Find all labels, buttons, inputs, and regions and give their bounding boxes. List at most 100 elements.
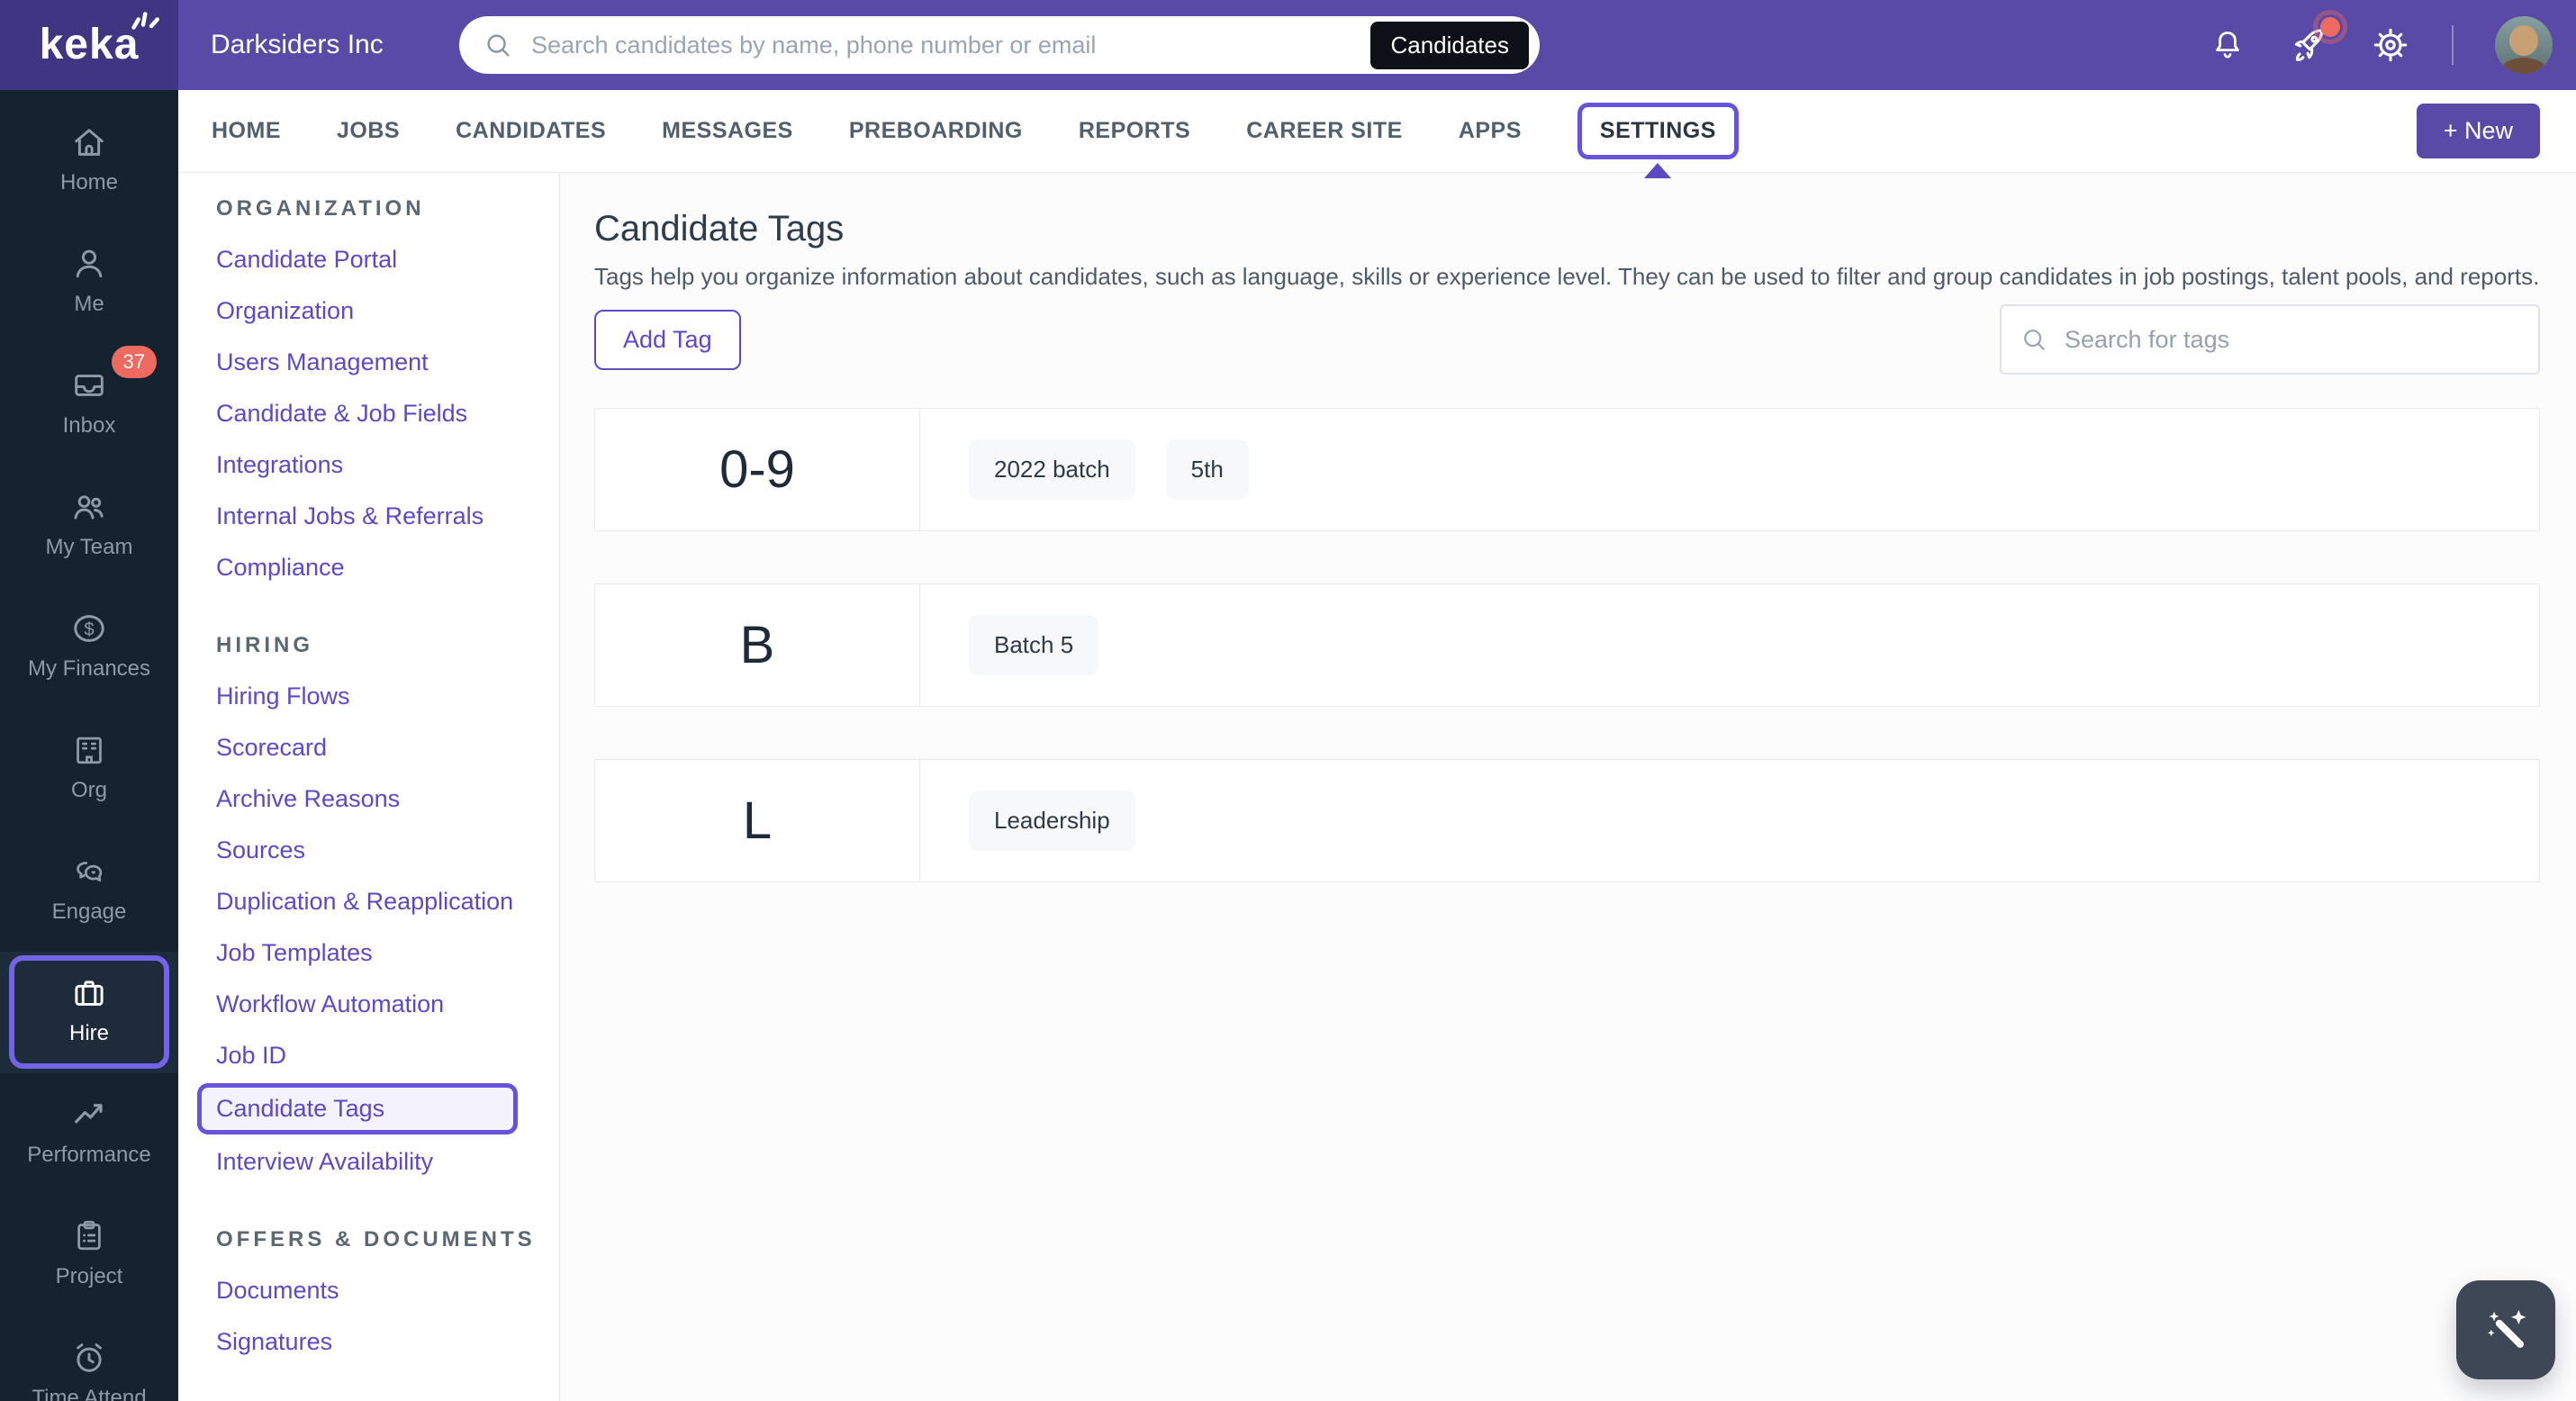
tag-chip[interactable]: 2022 batch — [969, 439, 1135, 500]
inbox-count-badge: 37 — [111, 346, 157, 378]
tag-group-row: 0-9 2022 batch 5th — [594, 408, 2540, 531]
subnav-item-candidate-portal[interactable]: Candidate Portal — [216, 246, 398, 273]
user-avatar[interactable] — [2495, 16, 2553, 74]
sidebar-item-label: Home — [59, 170, 119, 194]
tab-label: MESSAGES — [662, 118, 793, 143]
subnav-item-duplication-reapplication[interactable]: Duplication & Reapplication — [216, 888, 514, 915]
tab-label: APPS — [1458, 118, 1522, 143]
sidebar-item-project[interactable]: Project — [0, 1195, 178, 1316]
subnav-item-integrations[interactable]: Integrations — [216, 451, 344, 478]
company-name: Darksiders Inc — [211, 30, 384, 59]
group-letter: B — [595, 584, 920, 706]
global-search[interactable]: Candidates — [459, 16, 1540, 74]
group-tag-list: Batch 5 — [920, 584, 2539, 706]
tab-career-site[interactable]: CAREER SITE — [1246, 118, 1403, 144]
subnav-item-candidate-job-fields[interactable]: Candidate & Job Fields — [216, 400, 468, 427]
subnav-item-interview-availability[interactable]: Interview Availability — [216, 1148, 434, 1175]
header-actions — [2209, 0, 2553, 90]
tab-settings[interactable]: SETTINGS — [1577, 103, 1739, 159]
page-description: Tags help you organize information about… — [594, 263, 2540, 290]
subnav-section-heading: HIRING — [216, 633, 313, 657]
sidebar-item-my-finances[interactable]: $ My Finances — [0, 587, 178, 709]
tab-candidates[interactable]: CANDIDATES — [456, 118, 606, 144]
magic-wand-icon — [2487, 1309, 2526, 1348]
subnav-item-documents[interactable]: Documents — [216, 1277, 339, 1304]
subnav-item-candidate-tags[interactable]: Candidate Tags — [197, 1083, 518, 1134]
subnav-section-heading: OFFERS & DOCUMENTS — [216, 1227, 536, 1252]
tags-toolbar: Add Tag — [594, 304, 2540, 375]
subnav-item-sources[interactable]: Sources — [216, 836, 306, 863]
subnav-item-scorecard[interactable]: Scorecard — [216, 734, 328, 761]
tab-messages[interactable]: MESSAGES — [662, 118, 793, 144]
sidebar-item-hire[interactable]: Hire — [0, 952, 178, 1073]
rocket-icon[interactable] — [2288, 10, 2347, 66]
sidebar-item-label: Time Attend — [32, 1386, 147, 1401]
team-icon — [69, 487, 109, 527]
home-icon — [69, 122, 109, 162]
project-icon — [69, 1216, 109, 1256]
sidebar-item-performance[interactable]: Performance — [0, 1073, 178, 1195]
subnav-item-compliance[interactable]: Compliance — [216, 554, 345, 581]
sidebar-item-label: Performance — [27, 1143, 151, 1167]
search-scope-selector[interactable]: Candidates — [1370, 21, 1529, 69]
sidebar-item-label: Project — [55, 1264, 123, 1288]
subnav-item-signatures[interactable]: Signatures — [216, 1328, 333, 1355]
time-icon — [69, 1338, 109, 1378]
tab-label: HOME — [212, 118, 281, 143]
subnav-item-users-management[interactable]: Users Management — [216, 348, 429, 375]
subnav-item-hiring-flows[interactable]: Hiring Flows — [216, 682, 350, 710]
tab-apps[interactable]: APPS — [1459, 118, 1522, 144]
svg-text:$: $ — [84, 619, 94, 639]
sidebar-item-inbox[interactable]: Inbox 37 — [0, 344, 178, 465]
sidebar-item-me[interactable]: Me — [0, 222, 178, 344]
bell-icon[interactable] — [2209, 26, 2246, 64]
tab-preboarding[interactable]: PREBOARDING — [849, 118, 1023, 144]
settings-subnav: ORGANIZATION Candidate Portal Organization… — [178, 173, 560, 1401]
sidebar-item-time-attend[interactable]: Time Attend — [0, 1316, 178, 1401]
sidebar-item-label: Me — [74, 292, 104, 316]
tab-reports[interactable]: REPORTS — [1079, 118, 1190, 144]
sidebar-item-home[interactable]: Home — [0, 101, 178, 222]
group-letter: L — [595, 760, 920, 881]
tag-search[interactable] — [2000, 304, 2540, 375]
keka-logo[interactable]: keka — [0, 0, 178, 90]
tag-search-input[interactable] — [2063, 324, 2520, 355]
user-icon — [69, 244, 109, 284]
group-tag-list: Leadership — [920, 760, 2539, 881]
tag-chip[interactable]: 5th — [1165, 439, 1249, 500]
subnav-section-heading: ORGANIZATION — [216, 196, 425, 221]
sidebar-item-label: Engage — [51, 899, 127, 924]
sidebar-item-org[interactable]: Org — [0, 709, 178, 830]
sidebar-item-my-team[interactable]: My Team — [0, 465, 178, 587]
page-title: Candidate Tags — [594, 209, 845, 249]
subnav-item-internal-jobs-referrals[interactable]: Internal Jobs & Referrals — [216, 502, 484, 529]
briefcase-icon — [69, 973, 109, 1013]
search-icon — [483, 30, 513, 60]
subnav-item-workflow-automation[interactable]: Workflow Automation — [216, 990, 445, 1017]
tag-groups: 0-9 2022 batch 5th B Batch 5 L Leadership — [594, 408, 2540, 882]
subnav-item-job-templates[interactable]: Job Templates — [216, 939, 373, 966]
new-button[interactable]: + New — [2416, 104, 2540, 158]
tag-chip[interactable]: Batch 5 — [969, 615, 1099, 675]
tab-home[interactable]: HOME — [212, 118, 281, 144]
subnav-item-organization[interactable]: Organization — [216, 297, 355, 324]
sidebar-item-engage[interactable]: Engage — [0, 830, 178, 952]
subnav-item-archive-reasons[interactable]: Archive Reasons — [216, 785, 401, 812]
add-tag-button[interactable]: Add Tag — [594, 309, 741, 370]
group-tag-list: 2022 batch 5th — [920, 409, 2539, 530]
tab-label: PREBOARDING — [848, 118, 1023, 143]
tag-group-row: B Batch 5 — [594, 583, 2540, 707]
sidebar-item-label: My Finances — [27, 656, 151, 681]
tag-chip[interactable]: Leadership — [969, 791, 1135, 851]
main-content: Candidate Tags Tags help you organize in… — [560, 173, 2576, 1401]
notification-dot — [2313, 10, 2347, 44]
finances-icon: $ — [69, 609, 109, 648]
tab-jobs[interactable]: JOBS — [337, 118, 400, 144]
org-icon — [69, 730, 109, 770]
gear-icon[interactable] — [2371, 25, 2410, 65]
subnav-item-job-id[interactable]: Job ID — [216, 1042, 287, 1069]
global-search-input[interactable] — [529, 30, 1371, 60]
inbox-icon — [69, 366, 109, 405]
magic-wand-button[interactable] — [2456, 1280, 2555, 1379]
